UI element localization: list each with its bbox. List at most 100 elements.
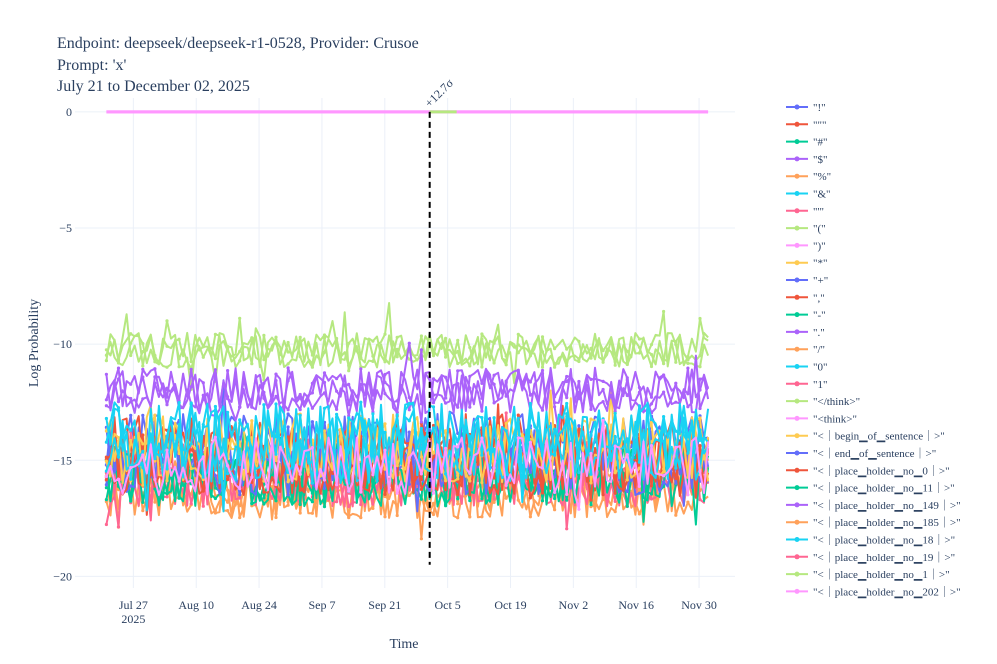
legend-item[interactable]: "$" bbox=[786, 154, 827, 166]
legend-item[interactable]: "<｜place▁holder▁no▁202｜>" bbox=[786, 585, 961, 598]
legend-item[interactable]: "-" bbox=[786, 310, 826, 322]
data-point bbox=[589, 407, 593, 411]
data-point bbox=[431, 377, 436, 381]
data-point bbox=[177, 494, 181, 498]
legend-item[interactable]: "<｜place▁holder▁no▁11｜>" bbox=[786, 482, 955, 495]
legend-label: "<｜end▁of▁sentence｜>" bbox=[813, 447, 936, 460]
data-point bbox=[589, 481, 593, 485]
legend-item[interactable]: "<｜place▁holder▁no▁1｜>" bbox=[786, 568, 950, 581]
legend-item[interactable]: "+" bbox=[786, 275, 828, 287]
legend-item[interactable]: "<｜end▁of▁sentence｜>" bbox=[786, 447, 936, 460]
legend-item[interactable]: "'" bbox=[786, 206, 824, 218]
data-point bbox=[335, 336, 339, 341]
legend-item[interactable]: "%" bbox=[786, 171, 831, 183]
data-point bbox=[177, 401, 181, 405]
legend-swatch-marker bbox=[794, 467, 800, 473]
legend-item[interactable]: "," bbox=[786, 292, 825, 304]
data-point bbox=[104, 353, 108, 357]
data-point bbox=[492, 339, 496, 343]
data-point bbox=[456, 493, 460, 497]
legend-item[interactable]: "<｜place▁holder▁no▁19｜>" bbox=[786, 551, 955, 564]
legend-item[interactable]: "0" bbox=[786, 362, 827, 374]
data-point bbox=[226, 488, 230, 492]
legend-item[interactable]: "/" bbox=[786, 344, 825, 356]
legend-item[interactable]: "<｜place▁holder▁no▁185｜>" bbox=[786, 516, 961, 529]
data-point bbox=[407, 395, 411, 400]
data-point bbox=[274, 515, 278, 520]
data-point bbox=[662, 480, 666, 484]
data-point bbox=[274, 459, 278, 463]
data-point bbox=[577, 507, 581, 511]
data-point bbox=[286, 447, 290, 452]
data-point bbox=[298, 502, 302, 507]
data-point bbox=[395, 335, 399, 339]
data-point bbox=[577, 379, 581, 384]
legend-item[interactable]: "<｜place▁holder▁no▁149｜>" bbox=[786, 499, 961, 512]
legend-item[interactable]: "&" bbox=[786, 189, 831, 201]
data-point bbox=[601, 360, 605, 364]
data-point bbox=[577, 470, 581, 475]
data-point bbox=[141, 500, 145, 504]
data-point bbox=[177, 428, 181, 432]
data-point bbox=[468, 479, 472, 483]
data-point bbox=[674, 360, 678, 364]
data-point bbox=[407, 408, 411, 412]
data-point bbox=[371, 412, 375, 416]
legend-label: "<｜place▁holder▁no▁202｜>" bbox=[813, 585, 961, 598]
legend-label: "0" bbox=[813, 362, 827, 374]
data-point bbox=[141, 449, 145, 453]
data-point bbox=[528, 496, 533, 500]
data-point bbox=[347, 505, 351, 509]
data-point bbox=[444, 504, 448, 508]
data-point bbox=[141, 397, 145, 401]
data-point bbox=[141, 453, 145, 457]
data-point bbox=[141, 413, 145, 417]
legend-item[interactable]: "*" bbox=[786, 258, 827, 270]
legend-item[interactable]: "#" bbox=[786, 137, 827, 149]
legend-item[interactable]: "</think>" bbox=[786, 396, 860, 408]
data-point bbox=[250, 489, 254, 493]
data-point bbox=[141, 375, 145, 379]
data-point bbox=[262, 490, 266, 494]
data-point bbox=[516, 436, 520, 440]
series-line bbox=[105, 401, 709, 512]
data-point bbox=[116, 477, 121, 481]
data-point bbox=[553, 508, 557, 512]
legend-item[interactable]: "<｜place▁holder▁no▁0｜>" bbox=[786, 464, 950, 477]
data-point bbox=[395, 347, 399, 351]
data-point bbox=[213, 404, 217, 409]
data-point bbox=[565, 492, 569, 496]
data-point bbox=[456, 477, 460, 481]
legend-item[interactable]: ")" bbox=[786, 240, 826, 252]
legend-item[interactable]: "<｜begin▁of▁sentence｜>" bbox=[786, 430, 945, 443]
legend-item[interactable]: "!" bbox=[786, 102, 826, 114]
x-tick-label: Sep 21 bbox=[368, 598, 401, 612]
data-point bbox=[274, 338, 278, 342]
data-point bbox=[129, 396, 133, 401]
data-point bbox=[298, 355, 302, 359]
data-point bbox=[310, 500, 314, 504]
data-point bbox=[141, 509, 145, 513]
data-point bbox=[129, 353, 133, 358]
legend-item[interactable]: "<｜place▁holder▁no▁18｜>" bbox=[786, 534, 955, 547]
data-point bbox=[262, 381, 266, 385]
legend-item[interactable]: """ bbox=[786, 119, 826, 131]
data-point bbox=[129, 466, 133, 470]
data-point bbox=[698, 438, 702, 442]
data-point bbox=[104, 498, 108, 502]
legend-item[interactable]: "(" bbox=[786, 223, 826, 235]
data-point bbox=[310, 406, 314, 410]
data-point bbox=[589, 417, 593, 421]
legend-item[interactable]: "." bbox=[786, 327, 825, 339]
data-point bbox=[347, 341, 351, 345]
legend-item[interactable]: "<think>" bbox=[786, 413, 857, 425]
data-point bbox=[153, 487, 157, 491]
data-point bbox=[528, 402, 533, 406]
legend-label: "(" bbox=[813, 223, 826, 235]
data-point bbox=[129, 428, 133, 432]
data-point bbox=[649, 492, 654, 496]
data-point bbox=[129, 498, 133, 502]
legend-item[interactable]: "1" bbox=[786, 379, 827, 391]
data-point bbox=[528, 393, 533, 397]
data-point bbox=[625, 490, 629, 494]
